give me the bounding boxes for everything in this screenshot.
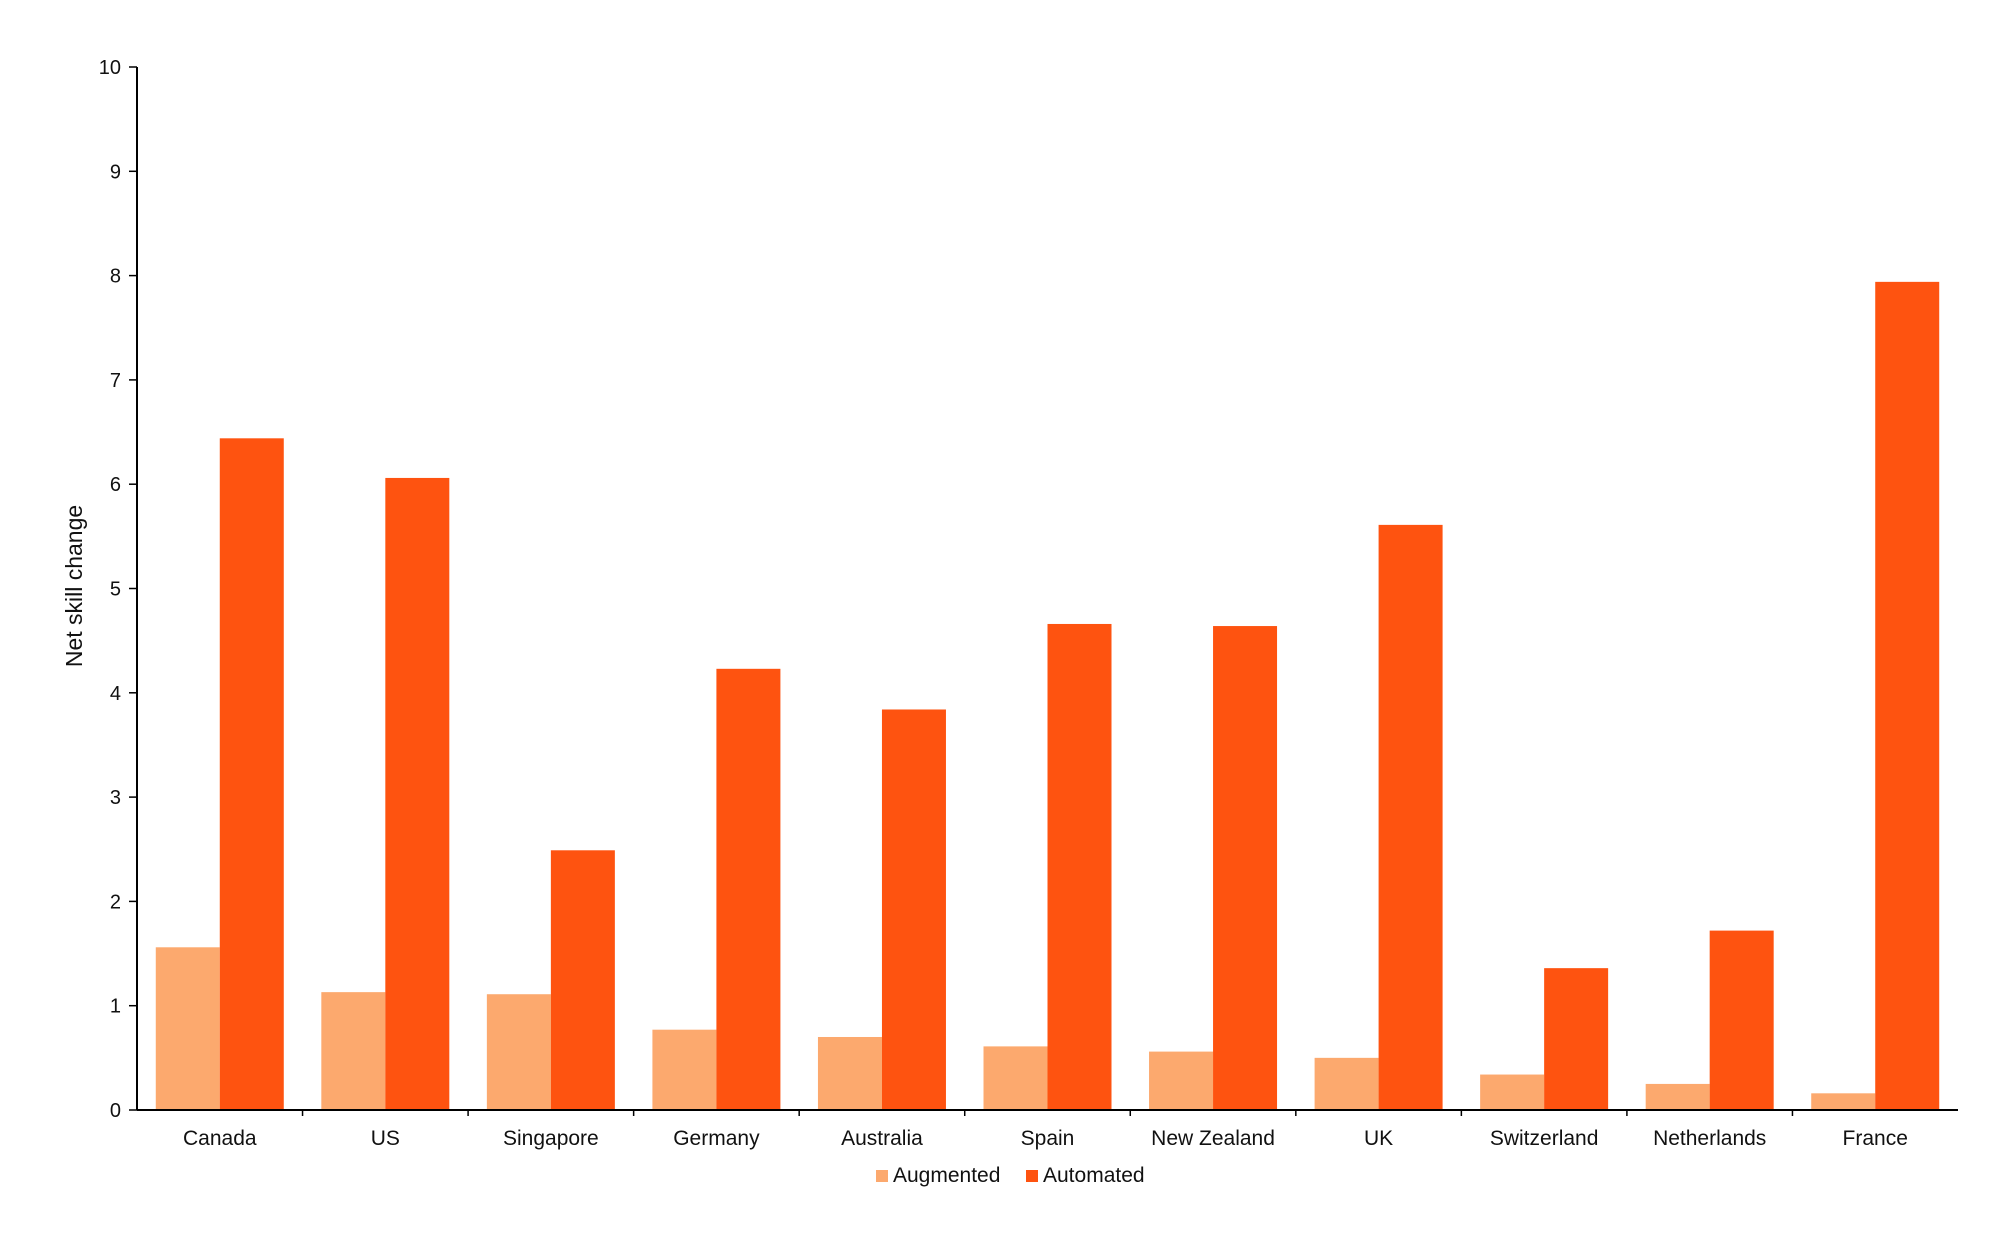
bar-augmented-switzerland xyxy=(1480,1074,1545,1110)
bar-automated-switzerland xyxy=(1544,968,1609,1110)
x-category-label: UK xyxy=(1364,1127,1393,1150)
bar-automated-australia xyxy=(881,709,946,1110)
legend-swatch-augmented xyxy=(876,1170,888,1182)
y-tick-label: 9 xyxy=(110,161,121,183)
legend: Augmented Automated xyxy=(876,1164,1145,1187)
bar-augmented-canada xyxy=(155,947,220,1110)
bar-augmented-spain xyxy=(983,1046,1048,1110)
bar-automated-france xyxy=(1875,281,1940,1110)
x-category-label: Germany xyxy=(673,1127,760,1150)
bar-automated-us xyxy=(385,477,450,1110)
bar-automated-germany xyxy=(716,668,781,1110)
bar-augmented-uk xyxy=(1314,1057,1379,1110)
legend-swatch-automated xyxy=(1026,1170,1038,1182)
x-category-label: Singapore xyxy=(503,1127,599,1150)
bar-augmented-france xyxy=(1811,1093,1876,1110)
bar-automated-canada xyxy=(219,438,284,1111)
x-category-label: New Zealand xyxy=(1151,1127,1275,1150)
bar-augmented-us xyxy=(321,992,386,1110)
y-axis-title-group: Net skill change xyxy=(61,505,87,667)
x-category-label: France xyxy=(1843,1127,1908,1150)
bar-augmented-netherlands xyxy=(1645,1083,1710,1110)
y-tick-label: 3 xyxy=(110,787,121,809)
bar-augmented-germany xyxy=(652,1029,717,1110)
x-category-label: US xyxy=(371,1127,400,1150)
x-category-label: Canada xyxy=(183,1127,257,1150)
x-category-label: Switzerland xyxy=(1490,1127,1599,1150)
bar-automated-uk xyxy=(1378,524,1443,1110)
bar-automated-singapore xyxy=(550,850,615,1110)
y-tick-label: 1 xyxy=(110,996,121,1018)
bar-automated-new-zealand xyxy=(1213,626,1278,1110)
bar-augmented-new-zealand xyxy=(1149,1051,1214,1110)
bar-automated-spain xyxy=(1047,623,1112,1110)
y-tick-label: 4 xyxy=(110,683,121,705)
y-tick-label: 8 xyxy=(110,266,121,288)
y-tick-label: 2 xyxy=(110,891,121,913)
y-tick-label: 0 xyxy=(110,1100,121,1122)
bar-augmented-australia xyxy=(817,1036,882,1110)
x-category-label: Netherlands xyxy=(1653,1127,1766,1150)
x-category-label: Spain xyxy=(1021,1127,1075,1150)
x-category-labels-layer: Canada US Singapore Germany Australia Spain Ne… xyxy=(183,1110,1908,1150)
x-category-label: Australia xyxy=(841,1127,923,1150)
legend-label-automated: Automated xyxy=(1043,1164,1145,1187)
y-tick-label: 6 xyxy=(110,474,121,496)
y-ticks-layer: 0 1 2 3 4 5 6 7 8 9 10 xyxy=(99,57,137,1122)
bars-layer xyxy=(155,281,1940,1111)
y-tick-label: 10 xyxy=(99,57,121,79)
y-axis-title: Net skill change xyxy=(61,505,87,667)
bar-augmented-singapore xyxy=(486,994,551,1110)
y-tick-label: 5 xyxy=(110,579,121,601)
y-tick-label: 7 xyxy=(110,370,121,392)
legend-label-augmented: Augmented xyxy=(893,1164,1000,1187)
bar-automated-netherlands xyxy=(1709,930,1774,1110)
